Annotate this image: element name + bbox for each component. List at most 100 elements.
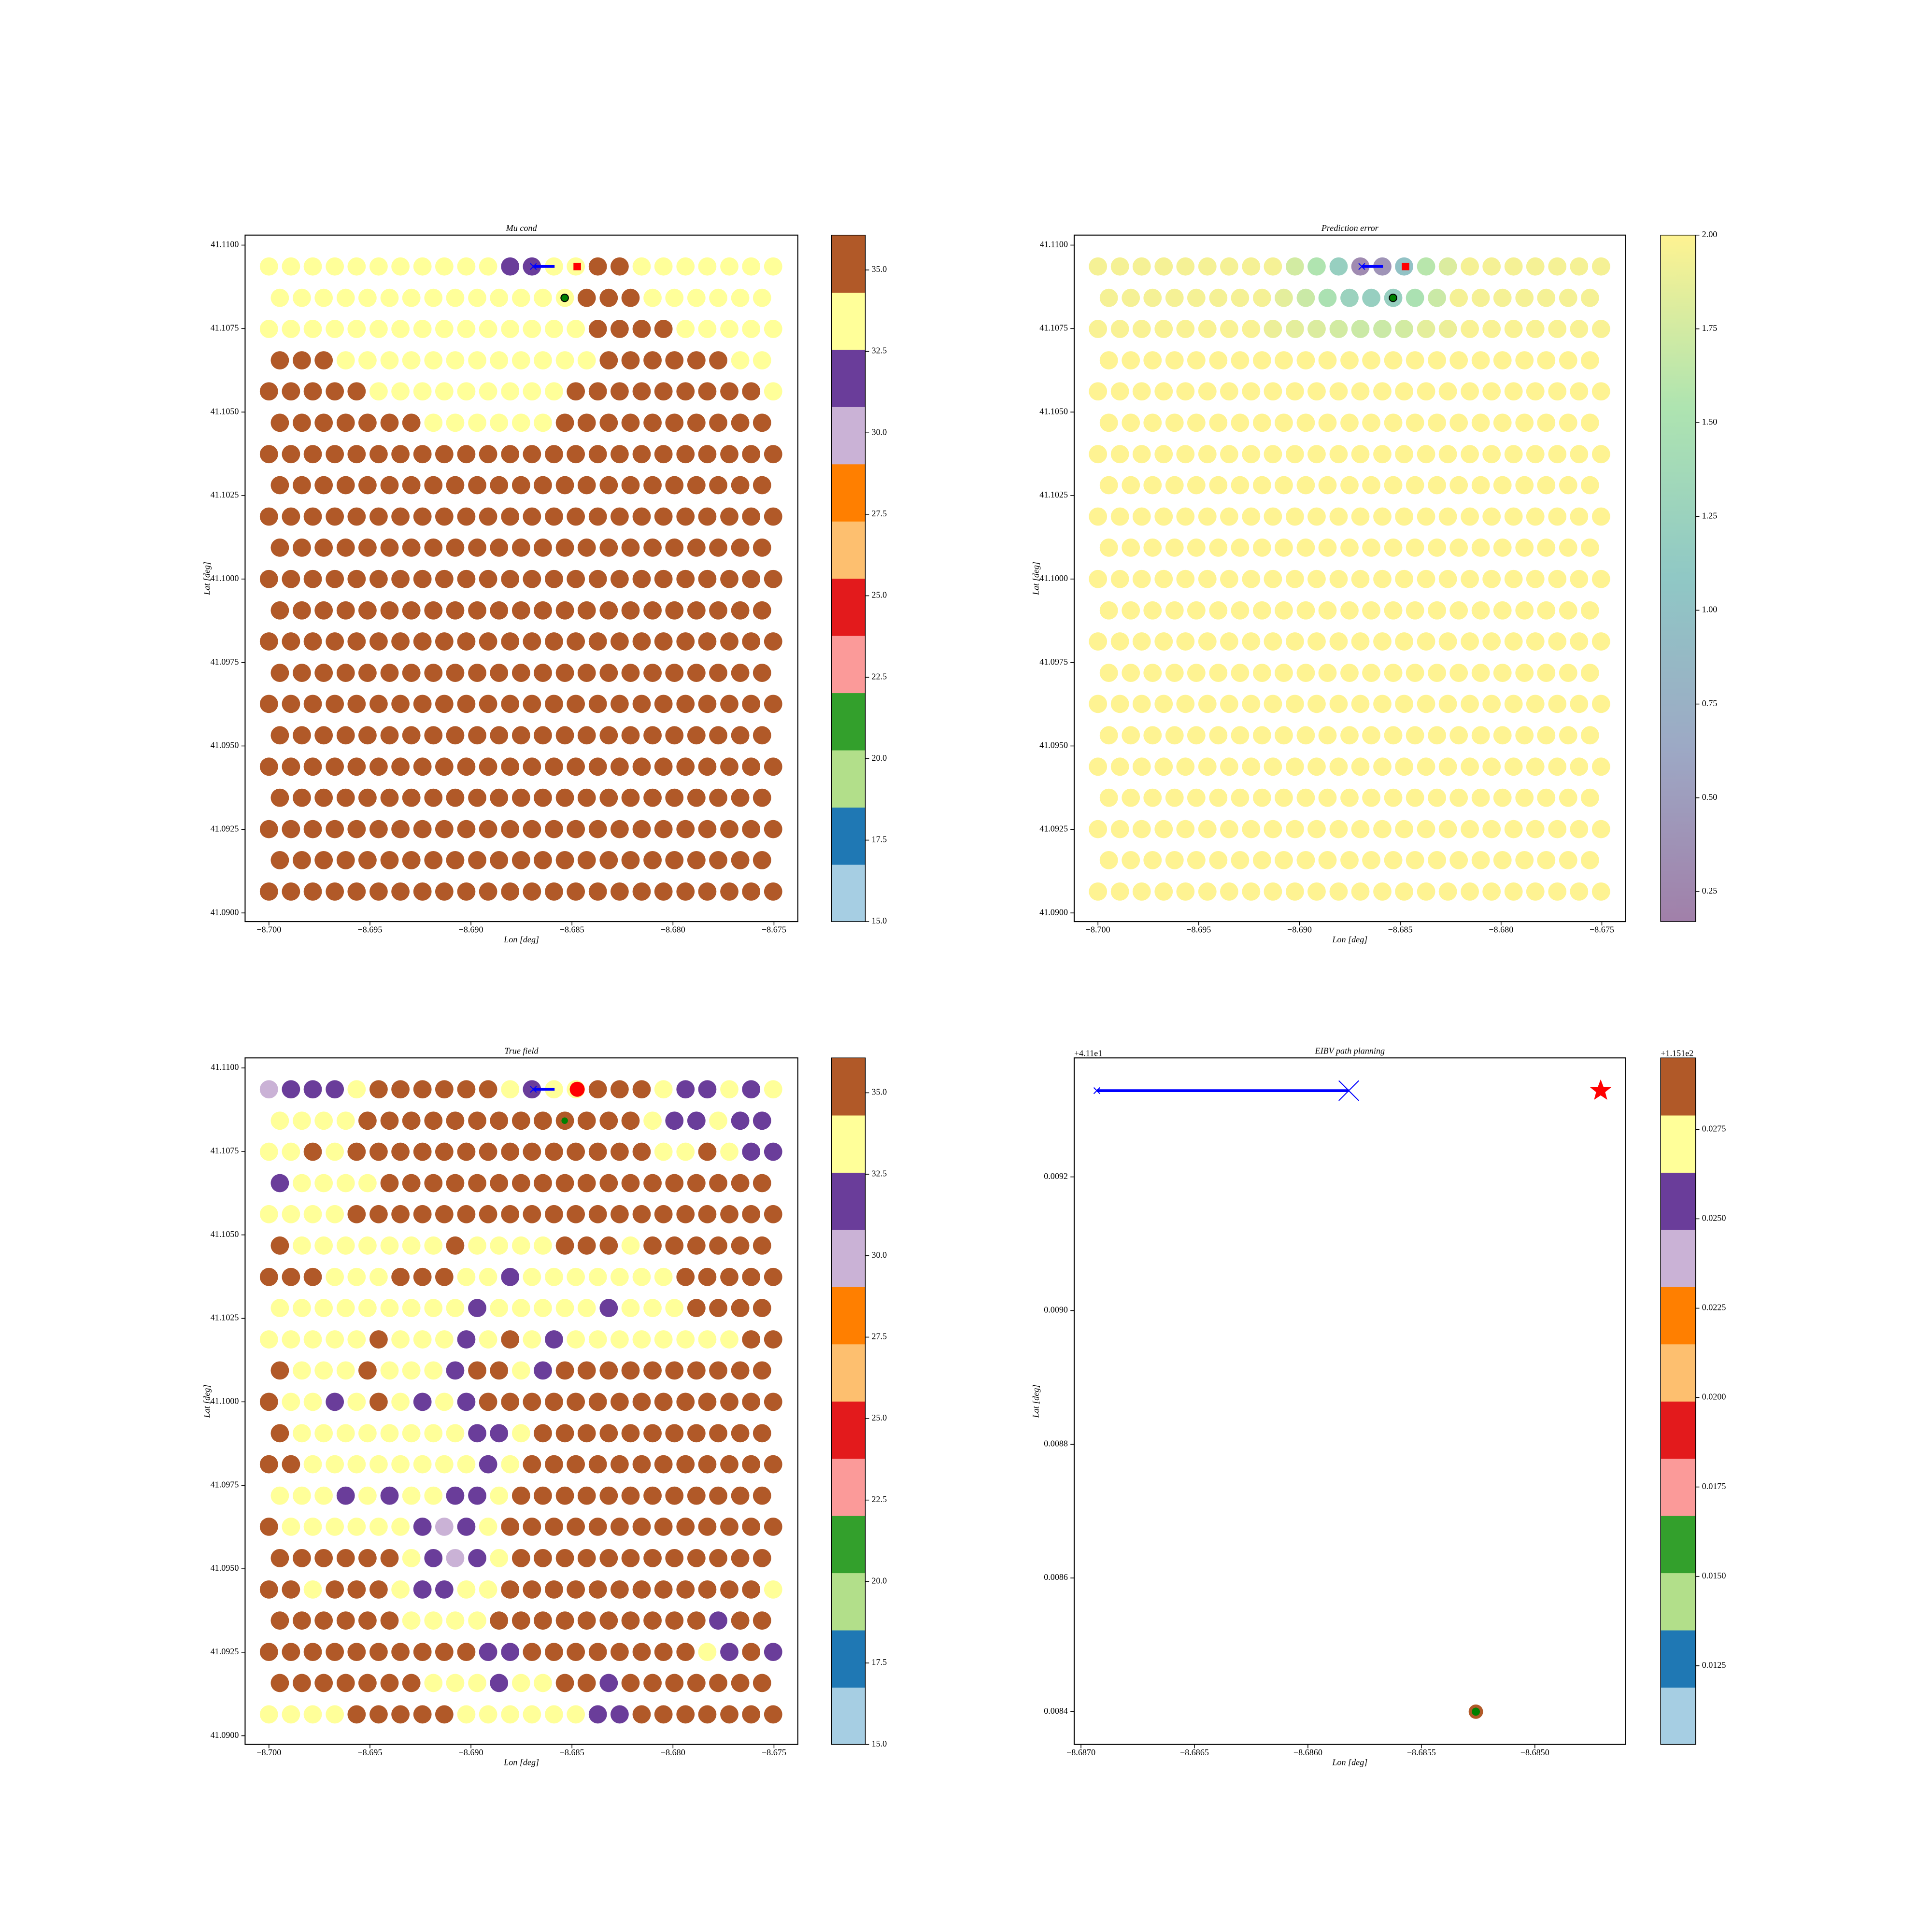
dot [643, 538, 662, 557]
dot [468, 664, 486, 682]
dot [599, 1674, 618, 1692]
dot [369, 382, 388, 401]
dot [720, 882, 739, 901]
dot [490, 1299, 509, 1317]
dot [1231, 851, 1250, 869]
dot [282, 1267, 300, 1286]
dot [358, 351, 377, 369]
dot [599, 1299, 618, 1317]
dot [326, 507, 344, 526]
dot [1264, 320, 1282, 338]
dot [259, 820, 278, 838]
dot [490, 476, 509, 495]
colorbar-tick-label: 22.5 [872, 671, 887, 681]
y-tick-label: 41.1000 [211, 1396, 239, 1406]
dot [293, 1674, 311, 1692]
dot [479, 1455, 497, 1474]
dot [468, 851, 486, 869]
dot [358, 1548, 377, 1567]
dot [720, 257, 739, 276]
dot [588, 1518, 607, 1536]
dot [599, 476, 618, 495]
dot [259, 1580, 278, 1599]
dot [687, 788, 706, 807]
dot [1504, 695, 1523, 713]
current-marker [560, 293, 569, 302]
dot [1296, 601, 1315, 620]
y-tick-label: 41.1075 [1039, 323, 1068, 332]
dot [1406, 664, 1424, 682]
y-tick-label: 41.1025 [1039, 490, 1068, 499]
dot [621, 1548, 640, 1567]
dot [621, 1174, 640, 1193]
dot [293, 1486, 311, 1505]
dot [577, 413, 596, 432]
dot [654, 1142, 673, 1161]
dot [347, 382, 366, 401]
dot [511, 351, 530, 369]
dot [402, 1424, 421, 1443]
dot [1176, 632, 1195, 651]
dot [588, 1205, 607, 1223]
dot [501, 1580, 520, 1599]
dot [358, 1611, 377, 1630]
dot [435, 257, 454, 276]
dot [1143, 476, 1162, 495]
y-tick-label: 41.0925 [211, 1647, 239, 1656]
dot [347, 1330, 366, 1349]
dot [1329, 507, 1348, 526]
dot [293, 788, 311, 807]
dot [457, 1643, 476, 1662]
y-tick-label: 41.1025 [211, 1313, 239, 1322]
dot [380, 1361, 399, 1380]
dot [534, 1361, 552, 1380]
dot [1417, 569, 1435, 588]
dot [764, 820, 782, 838]
dot [468, 288, 486, 307]
dot [643, 1674, 662, 1692]
dot [326, 445, 344, 464]
dot [1570, 757, 1589, 776]
dot [303, 1080, 322, 1099]
dot [1318, 413, 1337, 432]
dot [1461, 632, 1479, 651]
dot [698, 1518, 717, 1536]
dot [698, 1643, 717, 1662]
colorbar-bin [1661, 1344, 1696, 1402]
dot [511, 1361, 530, 1380]
dot [369, 882, 388, 901]
colorbar-tick-label: 15.0 [872, 916, 887, 925]
dot [303, 820, 322, 838]
dot [1559, 664, 1577, 682]
colorbar-bin [831, 864, 866, 922]
dot [1275, 664, 1293, 682]
dot [588, 1142, 607, 1161]
dot [731, 413, 750, 432]
dot [380, 1548, 399, 1567]
dot [1471, 664, 1490, 682]
dot [1209, 664, 1228, 682]
dot [676, 257, 695, 276]
dot [1132, 507, 1151, 526]
dot [1307, 382, 1326, 401]
dot [676, 1705, 695, 1724]
dot [402, 788, 421, 807]
x-axis-label: Lon [deg] [503, 1758, 539, 1767]
dot [555, 351, 574, 369]
dot [270, 1611, 289, 1630]
colorbar-bin [1661, 1458, 1696, 1516]
dot [501, 1392, 520, 1411]
dot [369, 1518, 388, 1536]
dot [303, 1518, 322, 1536]
dot [402, 476, 421, 495]
dot [687, 1611, 706, 1630]
dot [599, 1486, 618, 1505]
dot [1143, 726, 1162, 745]
dot [588, 382, 607, 401]
dot [1548, 382, 1567, 401]
dot [676, 1455, 695, 1474]
dot [577, 1111, 596, 1130]
dot [1242, 569, 1261, 588]
dot [1438, 507, 1457, 526]
dot [599, 1361, 618, 1380]
